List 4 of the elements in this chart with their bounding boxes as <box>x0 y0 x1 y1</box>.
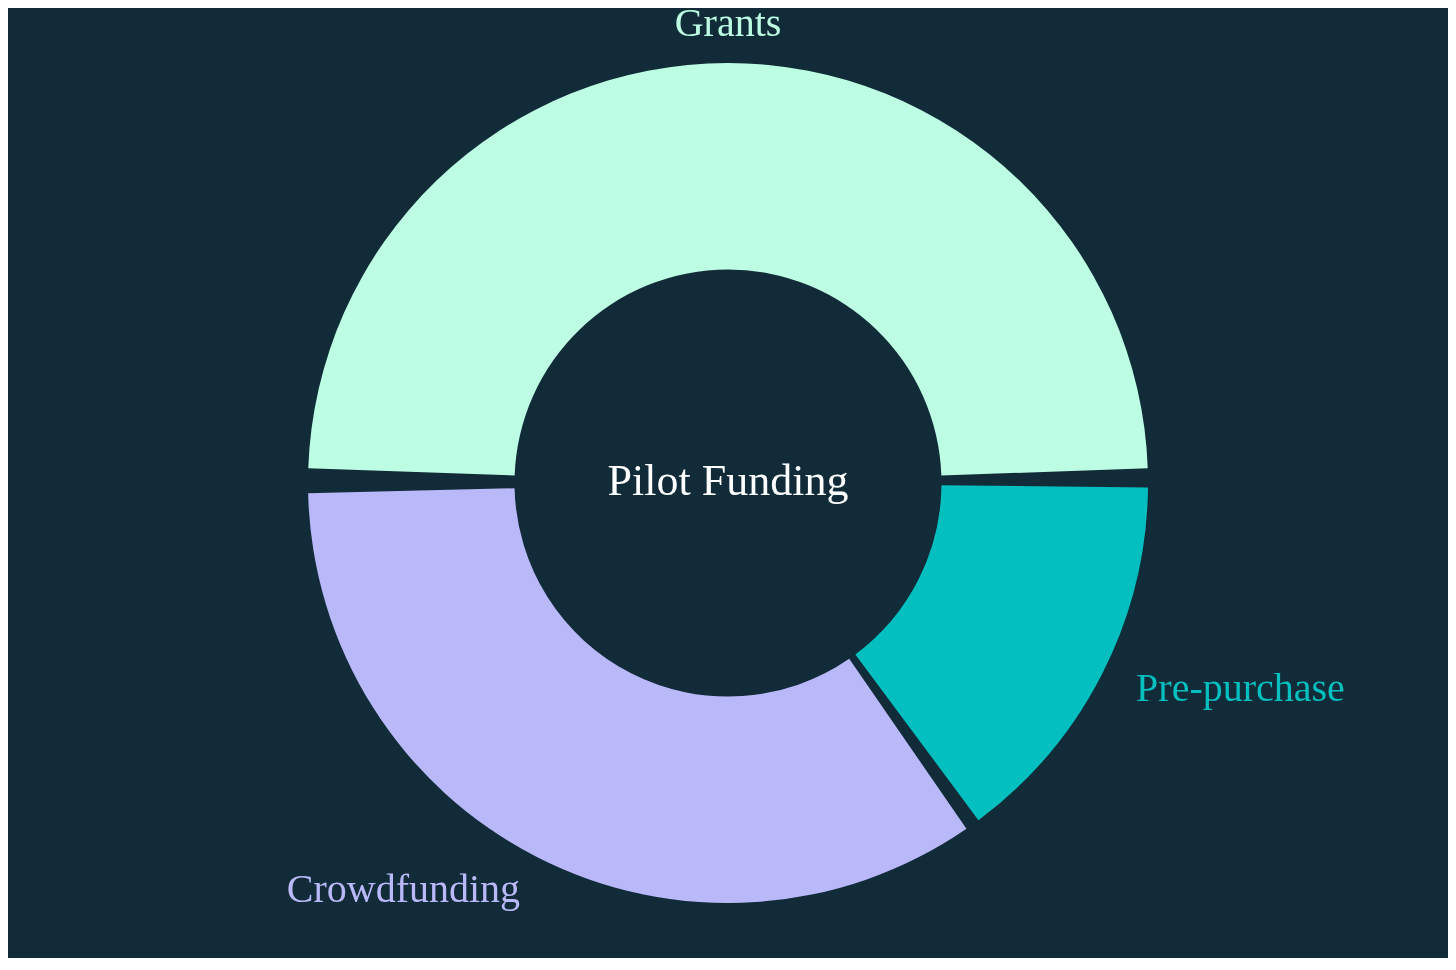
slice-label: Pre-purchase <box>1136 665 1345 711</box>
text: Pilot Funding <box>607 455 849 505</box>
slice-label: Crowdfunding <box>286 865 521 911</box>
slice-label: Grants <box>674 0 782 45</box>
